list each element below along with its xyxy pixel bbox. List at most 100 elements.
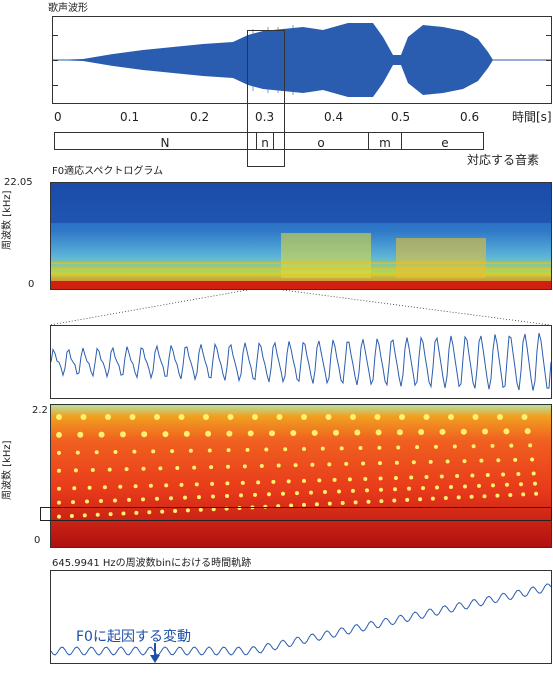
- harmonic-dot: [309, 490, 313, 495]
- harmonic-dot: [281, 491, 285, 496]
- harmonic-dot: [396, 445, 401, 450]
- harmonic-dot: [521, 492, 526, 497]
- harmonic-dot: [94, 450, 99, 455]
- harmonic-dot: [170, 449, 175, 454]
- harmonic-dot: [252, 414, 258, 420]
- harmonic-dot: [463, 484, 467, 489]
- trajectory-panel: [50, 570, 552, 664]
- harmonic-dot: [178, 414, 185, 420]
- phoneme-e: e: [441, 136, 449, 150]
- harmonic-dot: [57, 468, 61, 473]
- harmonic-dot: [361, 461, 366, 466]
- harmonic-dot: [169, 496, 173, 501]
- harmonic-dot: [141, 431, 148, 438]
- harmonic-dot: [71, 500, 75, 505]
- harmonic-dot: [119, 431, 126, 438]
- spectrogram-title: F0適応スペクトログラム: [52, 166, 164, 177]
- time-tick-1: 0.1: [120, 110, 140, 124]
- harmonic-dot: [75, 450, 80, 455]
- harmonic-dot: [185, 508, 190, 513]
- harmonic-dot: [57, 500, 61, 505]
- harmonic-dot: [469, 494, 474, 499]
- harmonic-dot: [80, 414, 87, 420]
- harmonic-dot: [477, 483, 481, 488]
- harmonic-dot: [295, 491, 299, 496]
- harmonic-dot: [472, 414, 479, 420]
- harmonic-dot: [503, 428, 510, 435]
- harmonic-dot: [495, 493, 500, 498]
- harmonic-dot: [129, 414, 136, 420]
- harmonic-dot: [445, 459, 450, 464]
- harmonic-dot: [113, 449, 118, 454]
- harmonic-dot: [57, 486, 61, 491]
- harmonic-dot: [407, 486, 411, 491]
- harmonic-dot: [439, 474, 444, 479]
- harmonic-dot: [418, 429, 425, 436]
- harmonic-dot: [57, 450, 61, 455]
- harmonic-dot: [354, 429, 361, 436]
- harmonic-dot: [311, 429, 318, 436]
- harmonic-dot: [378, 461, 382, 466]
- harmonic-dot: [379, 499, 384, 504]
- harmonic-dot: [133, 484, 138, 489]
- harmonic-dot: [320, 446, 325, 451]
- spectrogram-image: [51, 183, 551, 289]
- harmonic-dot: [396, 429, 403, 436]
- harmonic-dot: [482, 428, 489, 435]
- harmonic-dot: [405, 497, 410, 502]
- harmonic-dot: [462, 459, 467, 464]
- waveform-plot: [53, 23, 551, 97]
- harmonic-dot: [378, 476, 383, 481]
- harmonic-dot: [276, 463, 281, 468]
- time-tick-4: 0.4: [324, 110, 344, 124]
- harmonic-dot: [160, 509, 165, 514]
- phoneme-row: N n o m e: [54, 132, 484, 150]
- phoneme-N: N: [160, 136, 170, 150]
- harmonic-dot: [162, 431, 169, 438]
- harmonic-dot: [424, 474, 429, 479]
- harmonic-dot: [205, 430, 212, 437]
- harmonic-dot: [350, 414, 356, 420]
- harmonic-dot: [435, 485, 439, 490]
- harmonic-dot: [211, 507, 216, 512]
- harmonic-dot: [443, 496, 448, 501]
- harmonic-dot: [225, 493, 229, 498]
- harmonic-dot: [289, 503, 294, 508]
- harmonic-dot: [259, 463, 264, 468]
- n-segment-highlight: [247, 30, 285, 167]
- harmonic-dot: [375, 429, 382, 436]
- harmonic-dot: [276, 414, 283, 420]
- harmonic-dot: [141, 497, 145, 502]
- harmonic-dot: [471, 444, 476, 449]
- harmonic-dot: [124, 467, 129, 472]
- harmonic-dot: [209, 465, 214, 470]
- harmonic-dot: [302, 502, 306, 507]
- harmonic-dot: [353, 500, 358, 505]
- harmonic-dot: [433, 444, 438, 449]
- harmonic-dot: [121, 511, 126, 516]
- harmonic-dot: [95, 512, 100, 517]
- harmonic-dot: [105, 414, 111, 420]
- waveform-panel: [52, 16, 552, 104]
- harmonic-dot: [286, 479, 291, 484]
- harmonic-dot: [448, 414, 454, 420]
- harmonic-dot: [226, 448, 231, 453]
- harmonic-dot: [227, 414, 234, 420]
- harmonic-dot: [344, 461, 349, 466]
- harmonic-dot: [99, 499, 103, 503]
- harmonic-dot: [283, 447, 288, 452]
- time-tick-3: 0.3: [255, 110, 275, 124]
- harmonic-dot: [141, 466, 146, 471]
- harmonic-dot: [242, 464, 247, 469]
- harmonic-dot: [301, 414, 307, 420]
- time-tick-0: 0: [54, 110, 62, 124]
- harmonic-dot: [113, 498, 117, 503]
- harmonic-dot: [530, 457, 535, 462]
- harmonic-dot: [491, 483, 495, 488]
- frequency-bin-box: [40, 507, 552, 521]
- harmonic-dot: [456, 495, 461, 500]
- harmonic-dot: [501, 472, 506, 477]
- harmonic-dot: [430, 496, 435, 501]
- harmonic-dot: [90, 467, 95, 472]
- harmonic-dot: [188, 448, 193, 453]
